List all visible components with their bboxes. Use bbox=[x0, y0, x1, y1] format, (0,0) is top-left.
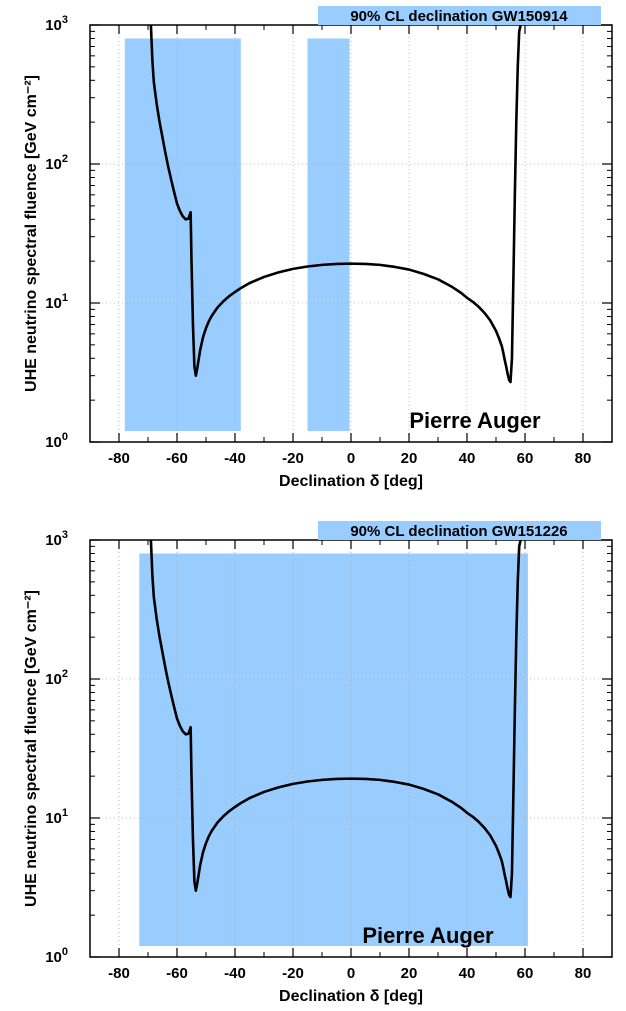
declination-region-1 bbox=[124, 38, 241, 431]
y-tick-base: 10 bbox=[45, 156, 62, 173]
y-tick-label: 103 bbox=[45, 14, 68, 34]
legend-label: 90% CL declination GW150914 bbox=[350, 8, 568, 25]
y-tick-label: 100 bbox=[45, 946, 68, 966]
x-tick-label: 20 bbox=[401, 965, 418, 982]
y-tick-exponent: 0 bbox=[62, 946, 68, 958]
x-tick-label: -80 bbox=[108, 965, 130, 982]
y-tick-exponent: 3 bbox=[62, 14, 68, 26]
declination-region-1 bbox=[139, 553, 528, 946]
y-tick-label: 102 bbox=[45, 153, 68, 173]
y-tick-exponent: 1 bbox=[62, 292, 68, 304]
x-axis-title: Declination δ [deg] bbox=[279, 473, 423, 490]
y-tick-base: 10 bbox=[45, 949, 62, 966]
y-tick-exponent: 0 bbox=[62, 431, 68, 443]
y-tick-label: 101 bbox=[45, 807, 68, 827]
y-tick-label: 102 bbox=[45, 668, 68, 688]
x-tick-label: -20 bbox=[282, 450, 304, 467]
x-tick-label: -60 bbox=[166, 450, 188, 467]
y-tick-exponent: 2 bbox=[62, 153, 68, 165]
y-tick-exponent: 1 bbox=[62, 807, 68, 819]
x-tick-label: 60 bbox=[517, 450, 534, 467]
x-tick-label: -40 bbox=[224, 450, 246, 467]
y-tick-label: 101 bbox=[45, 292, 68, 312]
pierre-auger-label: Pierre Auger bbox=[362, 923, 494, 948]
legend: 90% CL declination GW151226 bbox=[318, 521, 601, 540]
x-tick-label: -60 bbox=[166, 965, 188, 982]
legend: 90% CL declination GW150914 bbox=[318, 6, 601, 25]
y-axis-title: UHE neutrino spectral fluence [GeV cm⁻²] bbox=[23, 590, 40, 907]
x-tick-label: 0 bbox=[347, 450, 355, 467]
x-axis-title: Declination δ [deg] bbox=[279, 988, 423, 1005]
x-tick-label: 60 bbox=[517, 965, 534, 982]
y-tick-label: 100 bbox=[45, 431, 68, 451]
y-tick-base: 10 bbox=[45, 671, 62, 688]
x-tick-label: -40 bbox=[224, 965, 246, 982]
y-axis-title: UHE neutrino spectral fluence [GeV cm⁻²] bbox=[23, 75, 40, 392]
y-tick-label: 103 bbox=[45, 529, 68, 549]
x-tick-label: 40 bbox=[459, 450, 476, 467]
x-tick-label: 40 bbox=[459, 965, 476, 982]
legend-box bbox=[318, 521, 601, 540]
x-tick-label: -20 bbox=[282, 965, 304, 982]
y-tick-base: 10 bbox=[45, 532, 62, 549]
x-tick-label: 80 bbox=[575, 965, 592, 982]
y-tick-exponent: 2 bbox=[62, 668, 68, 680]
fluence-curve-1 bbox=[149, 24, 522, 384]
x-tick-label: 80 bbox=[575, 450, 592, 467]
y-tick-base: 10 bbox=[45, 810, 62, 827]
y-tick-exponent: 3 bbox=[62, 529, 68, 541]
declination-region-2 bbox=[307, 38, 350, 431]
legend-label: 90% CL declination GW151226 bbox=[350, 523, 567, 540]
y-tick-base: 10 bbox=[45, 434, 62, 451]
x-tick-label: -80 bbox=[108, 450, 130, 467]
legend-box bbox=[318, 6, 601, 25]
y-tick-base: 10 bbox=[45, 295, 62, 312]
pierre-auger-label: Pierre Auger bbox=[409, 408, 541, 433]
x-tick-label: 20 bbox=[401, 450, 418, 467]
x-tick-label: 0 bbox=[347, 965, 355, 982]
y-tick-base: 10 bbox=[45, 17, 62, 34]
fluence-curve-1 bbox=[149, 539, 522, 899]
